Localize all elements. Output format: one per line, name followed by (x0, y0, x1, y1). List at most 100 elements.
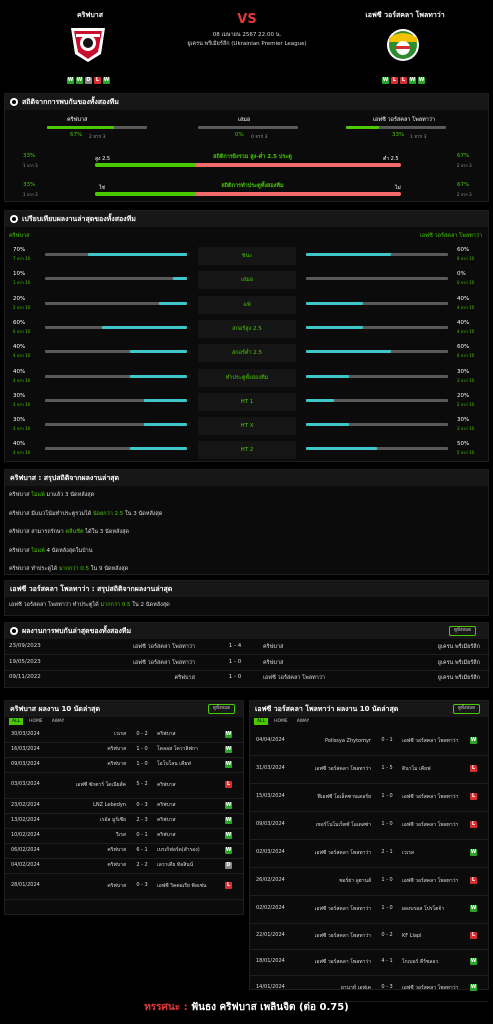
home-team[interactable]: เอฟซี วอร์สคลา โพลทาว่า (314, 905, 371, 912)
score: 0 - 1 (136, 831, 148, 838)
away-team[interactable]: เอฟซี วอร์สคลา โพลทาว่า (263, 675, 325, 681)
away-team[interactable]: คริฟบาส (157, 832, 176, 838)
away-team[interactable]: ดินาโม เคียฟ (402, 765, 431, 772)
tab-away[interactable]: AWAY (51, 719, 65, 724)
score: 1 - 0 (381, 905, 393, 911)
summary-line: คริฟบาส มีแนวโน้มทำประตูรวมได้ น้อยกว่า … (9, 510, 162, 518)
score: 2 - 1 (381, 849, 393, 855)
home-team[interactable]: วีเรส (115, 832, 126, 838)
summary-text: ใน 2 นัดหลังสุด (130, 602, 170, 608)
compare-right-bar-fill (306, 423, 349, 427)
score: 4 - 1 (381, 958, 393, 964)
home-team[interactable]: เอฟซี วอร์สคลา โพลทาว่า (133, 659, 195, 666)
row-divider (5, 798, 243, 799)
home-team[interactable]: คริฟบาส (107, 862, 126, 868)
compare-right-pct: 50% (457, 441, 470, 448)
home-team[interactable]: เอฟซี วอร์สคลา โพลทาว่า (314, 849, 371, 856)
result-badge: L (225, 781, 232, 788)
away-team[interactable]: คริฟบาส (157, 781, 176, 788)
away-team[interactable]: เอฟซี วอร์สคลา โพลทาว่า (402, 877, 459, 884)
prediction-text: ฟันธง คริฟบาส เพลินจิต (ต่อ 0.75) (191, 1002, 349, 1013)
home-team[interactable]: คริฟบาส (107, 847, 126, 853)
home-team[interactable]: เอฟซี วอร์สคลา โพลทาว่า (314, 765, 371, 772)
league: ยูเครน พรีเมียร์ลีก (437, 659, 480, 666)
result-badge: L (470, 821, 477, 828)
summary-text: มาแล้ว 3 นัดหลังสุด (44, 492, 95, 498)
away-team[interactable]: โกเบอร์ คีร์ชลอว (402, 958, 439, 965)
home-team[interactable]: Polissya Zhytomyr (325, 737, 371, 744)
away-team[interactable]: เอฟซี วอร์สคลา โพลทาว่า (402, 793, 459, 800)
compare-right-count: 5 จาก 10 (457, 450, 475, 456)
away-team[interactable]: คริฟบาส (157, 817, 176, 823)
compare-right-bar (306, 447, 448, 451)
home-team[interactable]: เวเรส (114, 731, 126, 737)
away-team[interactable]: คริฟบาส (157, 731, 176, 737)
ou-left-pct: 33% (23, 153, 36, 159)
home-team[interactable]: เอฟซี วอร์สคลา โพลทาว่า (133, 644, 195, 650)
last10-away-see-all-button[interactable]: ดูทั้งหมด (453, 704, 480, 714)
compare-left-count: 4 จาก 10 (13, 353, 31, 359)
away-team[interactable]: เอฟซี วอร์สคลา โพลทาว่า (402, 821, 459, 828)
home-team-name: คริฟบาส (76, 11, 104, 19)
home-team[interactable]: คริฟบาส (107, 746, 126, 752)
last10-home-see-all-button[interactable]: ดูทั้งหมด (208, 704, 235, 714)
result-badge: L (470, 932, 477, 939)
tab-home[interactable]: HOME (29, 719, 43, 724)
row-divider (5, 654, 490, 655)
home-team[interactable]: เอฟซี ซักตาร์ โดเนียส์ค (75, 781, 126, 788)
away-team[interactable]: KF Llapi (402, 932, 422, 939)
prediction-label: ทรรศนะ : (144, 1002, 188, 1013)
away-team[interactable]: ผลงบรอส โปรโตจ้า (402, 905, 445, 912)
tab-all[interactable]: ALL (254, 718, 269, 725)
home-team[interactable]: คริฟบาส (107, 882, 126, 889)
home-team[interactable]: ยานาห์ เอฟเค (340, 984, 371, 991)
compare-left-bar (45, 350, 187, 354)
home-team[interactable]: เอฟซี วอร์สคลา โพลทาว่า (314, 932, 371, 939)
away-team[interactable]: เบรเก้ฟอร์ด(สำรอง) (157, 847, 200, 853)
compare-left-bar-fill (130, 447, 187, 451)
home-team[interactable]: ซอร์ย่า ลูฮานส์ (339, 877, 371, 884)
home-team[interactable]: คริฟบาส (174, 675, 195, 681)
compare-panel: เปรียบเทียบผลงานล่าสุดของทั้งสองทีม คริฟ… (4, 210, 489, 462)
away-team[interactable]: คริฟบาส (157, 802, 176, 808)
compare-right-count: 4 จาก 10 (457, 328, 475, 334)
summary-text: คริฟบาส ทำประตูได้ (9, 566, 59, 572)
home-team[interactable]: คริฟบาส (107, 761, 126, 767)
compare-right-pct: 40% (457, 295, 470, 302)
result-badge: L (225, 882, 232, 889)
compare-title: เปรียบเทียบผลงานล่าสุดของทั้งสองทีม (22, 214, 136, 223)
tab-away[interactable]: AWAY (296, 719, 310, 724)
compare-left-bar-fill (158, 301, 187, 305)
summary-line: คริฟบาส ไม่แพ้ 4 นัดหลังสุดในบ้าน (9, 547, 93, 555)
home-team[interactable]: ฟีเอฟซี โอเล็คซานเดอร์ย (317, 793, 371, 800)
h2h-see-all-button[interactable]: ดูทั้งหมด (449, 626, 476, 636)
h2h-home-pct: 67% (70, 132, 83, 138)
match-date: 23/09/2023 (9, 643, 41, 649)
match-date: 30/03/2024 (11, 730, 40, 737)
result-badge: W (470, 905, 477, 912)
away-team[interactable]: โอโบโลน เคียฟ (157, 761, 191, 767)
home-team[interactable]: เรอัล มูร์เซีย (99, 817, 126, 823)
tab-all[interactable]: ALL (9, 718, 24, 725)
compare-left-count: 3 จาก 10 (13, 426, 31, 432)
tab-home[interactable]: HOME (274, 719, 288, 724)
home-team[interactable]: เอฟซี วอร์สคลา โพลทาว่า (314, 958, 371, 965)
away-team[interactable]: เวเรส (402, 849, 414, 856)
away-team[interactable]: เอฟซี วอร์สคลา โพลทาว่า (402, 984, 459, 991)
away-team[interactable]: โคลอส โควาลิฟกา (157, 746, 198, 752)
summary-home-panel: คริฟบาส : สรุปสถิติจากผลงานล่าสุด คริฟบา… (4, 469, 489, 575)
away-team[interactable]: เลวาเดีย ทัลลินน์ (157, 862, 194, 868)
home-team[interactable]: LNZ Lebedyn (93, 802, 126, 808)
row-divider (5, 669, 490, 671)
summary-line: คริฟบาส สามารถรักษา คลีนชีต ได้ใน 3 นัดห… (9, 528, 129, 536)
away-team[interactable]: เอฟซี วิคตอเรีย พิลเซ่น (157, 882, 207, 889)
summary-text: เอฟซี วอร์สคลา โพลทาว่า ทำประตูได้ (9, 602, 101, 608)
home-team[interactable]: เชอร์โนโมเร็ตซ์ โอเดสซ่า (315, 821, 371, 828)
away-team[interactable]: คริฟบาส (263, 644, 284, 650)
match-date: 04/02/2024 (11, 861, 40, 868)
score: 0 - 3 (136, 882, 148, 888)
away-team[interactable]: เอฟซี วอร์สคลา โพลทาว่า (402, 737, 459, 744)
summary-text: ใน 9 นัดหลังสุด (89, 566, 129, 572)
away-team[interactable]: คริฟบาส (263, 659, 284, 666)
summary-away-header: เอฟซี วอร์สคลา โพลทาว่า : สรุปสถิติจากผล… (5, 581, 488, 597)
